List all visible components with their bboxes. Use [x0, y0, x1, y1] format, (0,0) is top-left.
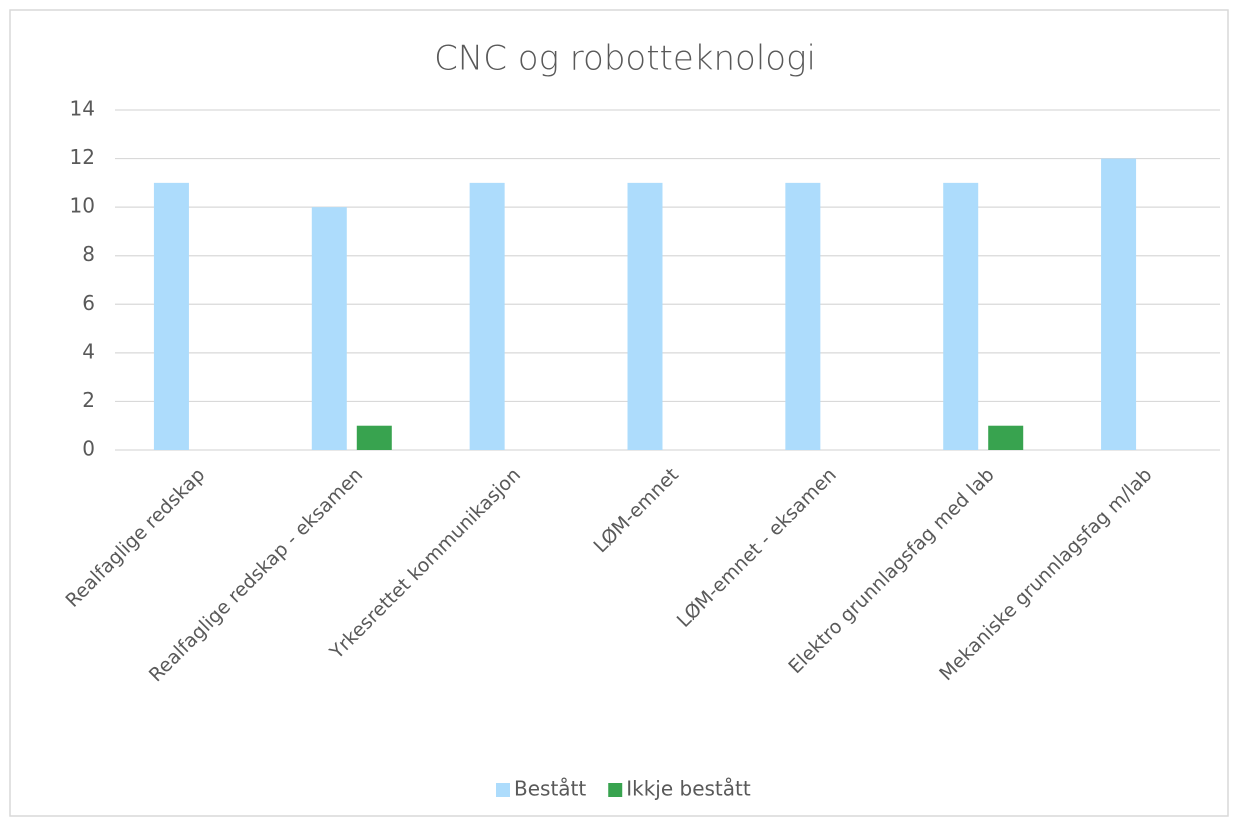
legend-swatch [608, 783, 623, 797]
bar [943, 182, 979, 450]
legend-swatch [496, 783, 510, 797]
y-tick-label: 8 [82, 242, 95, 266]
bar [1101, 158, 1137, 451]
bar [356, 425, 392, 450]
legend-label: Bestått [514, 777, 586, 801]
y-tick-label: 0 [82, 437, 95, 461]
bar [988, 425, 1024, 450]
y-tick-label: 2 [82, 388, 95, 412]
y-tick-label: 14 [70, 97, 95, 121]
bar [785, 182, 821, 450]
y-tick-label: 4 [82, 339, 95, 363]
bar [627, 182, 663, 450]
bar [311, 207, 347, 450]
y-tick-label: 12 [70, 145, 95, 169]
y-tick-label: 10 [70, 194, 95, 218]
bar [469, 182, 505, 450]
chart-border [9, 9, 1229, 817]
y-tick-label: 6 [82, 291, 95, 315]
legend-label: Ikkje bestått [626, 777, 751, 801]
bar [153, 182, 189, 450]
chart-title: CNC og robotteknologi [434, 39, 816, 79]
